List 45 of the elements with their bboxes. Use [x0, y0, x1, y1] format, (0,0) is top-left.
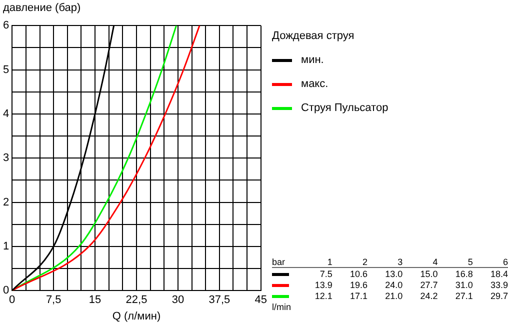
legend-label: мин. — [301, 54, 324, 66]
text: 17.1 — [349, 290, 368, 301]
x-tick-label: 30 — [172, 294, 184, 306]
text: 13.9 — [314, 279, 332, 290]
legend-title: Дождевая струя — [272, 30, 356, 42]
text: 21.0 — [384, 290, 403, 301]
text: 27.7 — [419, 279, 438, 290]
x-tick-label: 37,5 — [208, 294, 230, 306]
legend-label: Струя Пульсатор — [301, 102, 388, 114]
y-tick-label: 5 — [2, 64, 10, 76]
text: 4 — [402, 256, 438, 268]
y-tick-label: 6 — [2, 20, 10, 32]
text: 10.6 — [349, 268, 368, 279]
text: 18.4 — [489, 268, 508, 279]
y-tick-label: 2 — [2, 196, 10, 208]
text: 24.0 — [384, 279, 403, 290]
text: bar — [272, 256, 298, 268]
text: 5 — [438, 256, 473, 268]
y-tick-label: 4 — [2, 108, 10, 120]
y-axis-title: давление (бар) — [3, 2, 81, 14]
text: 3 — [368, 256, 403, 268]
y-tick-label: 3 — [2, 152, 10, 164]
text: 33.9 — [489, 279, 508, 290]
x-tick-label: 7,5 — [46, 294, 62, 306]
text: 19.6 — [349, 279, 368, 290]
text: 15.0 — [419, 268, 438, 279]
text: 1 — [297, 256, 332, 268]
x-tick-label: 22,5 — [126, 294, 148, 306]
text: 27.1 — [454, 290, 473, 301]
y-tick-label: 1 — [2, 240, 10, 252]
text: 6 — [472, 256, 508, 268]
legend-label: макс. — [301, 78, 328, 90]
x-axis-title: Q (л/мин) — [112, 310, 161, 322]
x-tick-label: 45 — [254, 294, 268, 306]
x-tick-label: 15 — [88, 294, 102, 306]
y-tick-label: 0 — [2, 284, 10, 297]
text: 12.1 — [314, 290, 332, 301]
text: l/min — [272, 301, 292, 312]
text: 29.7 — [489, 290, 508, 301]
text: 7.5 — [318, 268, 332, 279]
text: 31.0 — [454, 279, 473, 290]
text: 2 — [332, 256, 368, 268]
text: 24.2 — [419, 290, 438, 301]
text: 16.8 — [454, 268, 473, 279]
text: 13.0 — [384, 268, 403, 279]
